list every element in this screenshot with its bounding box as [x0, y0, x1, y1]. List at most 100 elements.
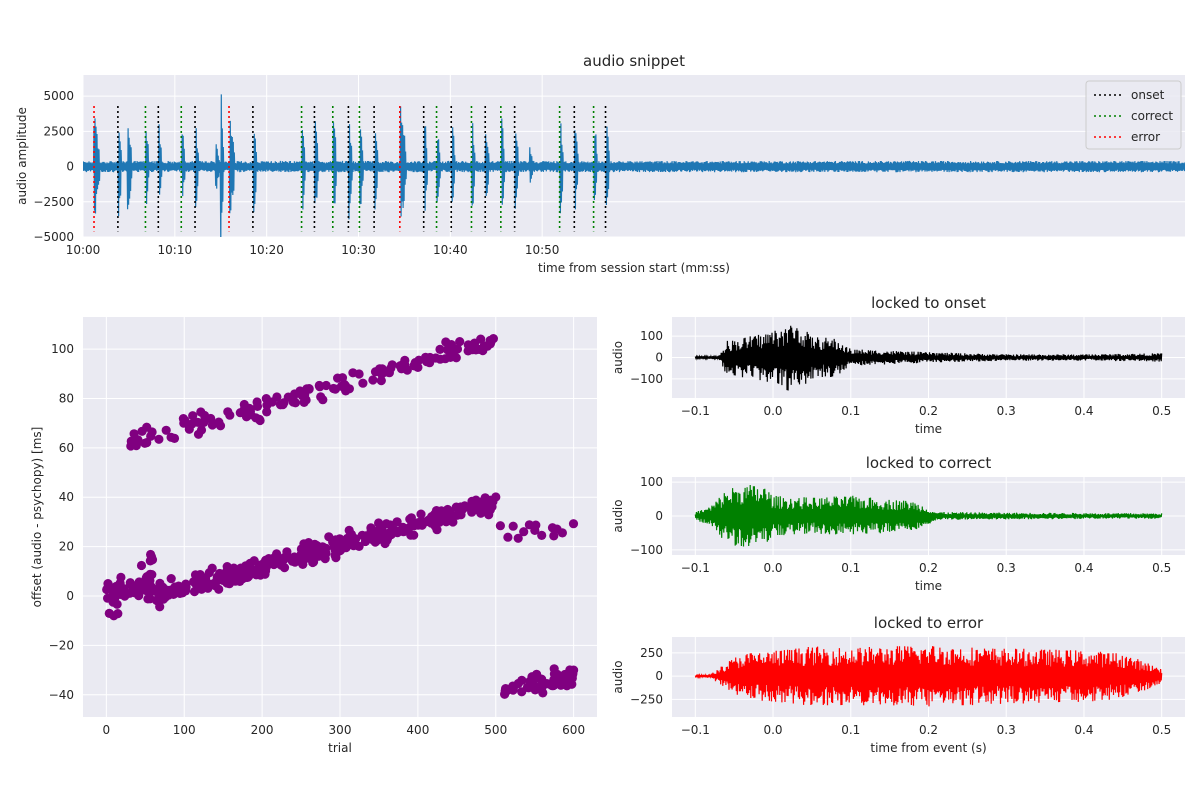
scatter-point [217, 571, 227, 581]
y-tick-label: −20 [49, 638, 74, 652]
scatter-point [526, 681, 536, 691]
scatter-point [558, 677, 568, 687]
scatter-point [495, 521, 505, 531]
scatter-point [488, 334, 498, 344]
scatter-point [468, 345, 478, 355]
scatter-point [430, 512, 440, 523]
chart-title: locked to correct [866, 454, 992, 472]
scatter-point [397, 525, 407, 535]
scatter-point [113, 609, 123, 619]
scatter-point [451, 353, 461, 363]
waveform-onset [694, 325, 1163, 391]
scatter-point [166, 574, 176, 584]
scatter-point [290, 398, 301, 408]
legend-box [1085, 80, 1182, 150]
x-tick-label: 10:30 [341, 243, 376, 257]
scatter-point [435, 344, 445, 354]
scatter-point [296, 544, 306, 554]
x-tick-label: 0.1 [841, 561, 860, 575]
scatter-point [147, 552, 157, 562]
x-axis-label: time from event (s) [870, 741, 986, 755]
scatter-point [385, 520, 395, 530]
y-axis-label: audio [611, 499, 625, 532]
scatter-point [116, 572, 126, 583]
audio-waveform [83, 94, 1185, 237]
scatter-point [416, 509, 426, 519]
scatter-point [248, 564, 258, 575]
scatter-point [377, 523, 387, 533]
y-tick-label: 100 [640, 475, 663, 489]
x-tick-label: 0.2 [919, 723, 938, 737]
scatter-point [180, 417, 190, 427]
scatter-point [290, 389, 300, 399]
scatter-point [229, 566, 239, 576]
scatter-point [400, 355, 410, 365]
y-tick-label: 0 [66, 160, 74, 174]
axes-onset: −0.1 0.0 0.1 0.2 0.3 0.4 0.5 −100 0 100 locked to … [611, 294, 1185, 436]
x-tick-label: −0.1 [681, 561, 710, 575]
scatter-point [456, 504, 466, 514]
x-tick-label: 0.4 [1074, 561, 1093, 575]
scatter-point [161, 425, 171, 435]
y-axis-label: audio [611, 341, 625, 374]
scatter-point [117, 587, 127, 597]
x-axis-label: time [915, 579, 942, 593]
scatter-point [503, 532, 513, 542]
scatter-point [430, 521, 440, 531]
scatter-point [344, 525, 354, 536]
scatter-point [214, 417, 224, 427]
y-tick-label: −2500 [33, 195, 74, 209]
scatter-point [500, 689, 510, 699]
y-tick-label: 100 [51, 342, 74, 356]
scatter-point [377, 364, 387, 374]
scatter-point [358, 378, 368, 388]
x-tick-label: 10:00 [66, 243, 101, 257]
y-tick-label: 0 [655, 351, 663, 365]
scatter-point [190, 570, 201, 580]
y-tick-label: −250 [630, 692, 663, 706]
scatter-point [245, 406, 255, 416]
x-tick-label: 0.0 [763, 723, 782, 737]
scatter-point [450, 345, 460, 355]
x-tick-label: 0.2 [919, 404, 938, 418]
x-tick-label: 0.5 [1152, 561, 1171, 575]
plot-onset [694, 325, 1163, 391]
scatter-point [262, 407, 272, 417]
axes-error: −0.1 0.0 0.1 0.2 0.3 0.4 0.5 −250 0 250 locked to … [611, 614, 1185, 755]
scatter-point [293, 556, 303, 566]
x-tick-label: 0.4 [1074, 404, 1093, 418]
scatter-point [328, 383, 339, 394]
scatter-point [413, 362, 423, 372]
y-tick-label: −100 [630, 543, 663, 557]
x-axis-label: trial [328, 741, 352, 755]
x-tick-label: 0.3 [997, 723, 1016, 737]
scatter-point [321, 380, 331, 391]
scatter-point [330, 542, 340, 552]
x-tick-label: 10:50 [525, 243, 560, 257]
scatter-point [251, 413, 261, 423]
scatter-point [188, 411, 198, 421]
x-tick-label: 0.1 [841, 404, 860, 418]
scatter-point [360, 531, 371, 541]
scatter-point [396, 364, 407, 374]
chart-title: audio snippet [583, 52, 685, 70]
chart-title: locked to error [874, 614, 984, 632]
scatter-point [376, 376, 386, 386]
y-tick-label: 0 [655, 669, 663, 683]
scatter-point [193, 417, 203, 427]
scatter-point [307, 549, 318, 559]
scatter-point [189, 587, 200, 597]
plot-snippet [83, 94, 1185, 237]
legend: onset correct error [1085, 80, 1182, 150]
scatter-point [368, 375, 378, 385]
scatter-point [282, 547, 292, 557]
x-tick-label: 0.4 [1074, 723, 1093, 737]
scatter-point [196, 425, 207, 435]
scatter-point [530, 525, 540, 536]
y-tick-label: 5000 [43, 89, 74, 103]
scatter-point [486, 495, 496, 505]
x-tick-label: 0.3 [997, 561, 1016, 575]
scatter-point [471, 498, 481, 508]
scatter-point [147, 427, 157, 437]
x-tick-label: −0.1 [681, 723, 710, 737]
